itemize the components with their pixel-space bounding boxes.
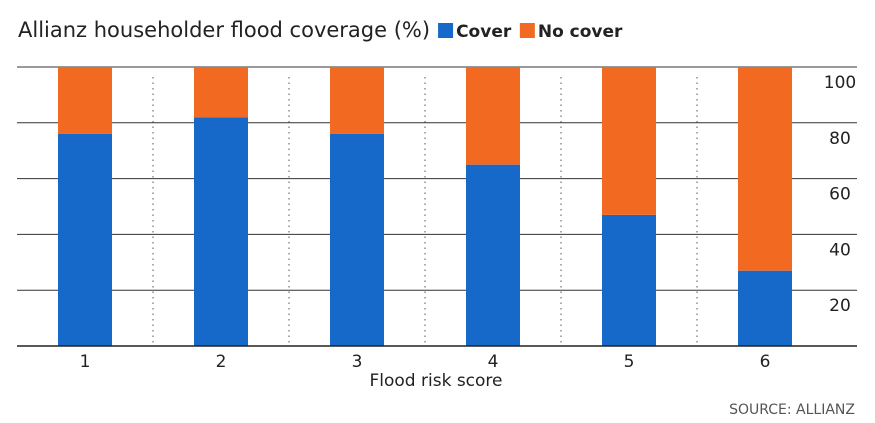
y-tick-label: 20 bbox=[829, 296, 851, 316]
x-tick-label: 5 bbox=[624, 352, 635, 372]
bar-segment bbox=[602, 67, 656, 215]
bar-segment bbox=[194, 67, 248, 118]
y-tick-label: 40 bbox=[829, 240, 851, 260]
y-tick-label: 60 bbox=[829, 185, 851, 205]
bar-segment bbox=[58, 67, 112, 134]
legend-swatch bbox=[438, 23, 454, 38]
legend-label: Cover bbox=[456, 22, 512, 42]
bar-segment bbox=[194, 117, 248, 346]
bar-segment bbox=[602, 214, 656, 346]
bar-segment bbox=[466, 67, 520, 165]
x-tick-label: 3 bbox=[352, 352, 363, 372]
chart-title: Allianz householder flood coverage (%) bbox=[18, 18, 430, 42]
x-tick-label: 1 bbox=[80, 352, 91, 372]
bar-segment bbox=[466, 164, 520, 346]
legend: Cover No cover bbox=[438, 22, 623, 42]
y-tick-label: 80 bbox=[829, 129, 851, 149]
bar-segment bbox=[58, 133, 112, 346]
x-tick-label: 2 bbox=[216, 352, 227, 372]
x-axis-label: Flood risk score bbox=[370, 371, 503, 391]
source: SOURCE: ALLIANZ bbox=[729, 402, 855, 418]
bar-segment bbox=[330, 67, 384, 134]
bar-segment bbox=[738, 67, 792, 271]
y-tick-label: 100 bbox=[824, 73, 856, 93]
legend-swatch bbox=[519, 23, 535, 38]
legend-label: No cover bbox=[538, 22, 623, 42]
bar-segment bbox=[738, 270, 792, 346]
x-tick-label: 6 bbox=[760, 352, 771, 372]
x-tick-label: 4 bbox=[488, 352, 499, 372]
bar-segment bbox=[330, 133, 384, 346]
